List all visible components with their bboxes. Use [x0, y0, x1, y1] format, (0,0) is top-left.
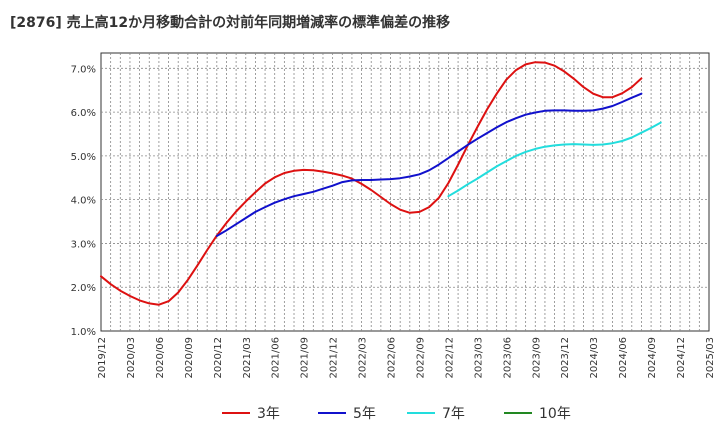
- y-tick-label: 7.0%: [71, 64, 96, 75]
- y-tick-label: 6.0%: [71, 108, 96, 119]
- x-tick-label: 2022/12: [444, 337, 455, 379]
- series-line: [100, 61, 643, 306]
- x-tick-label: 2020/03: [126, 337, 137, 379]
- x-axis-ticks: 2019/12 2020/03 2020/06 2020/09 2020/12 2021/…: [97, 337, 716, 379]
- x-tick-label: 2021/03: [242, 337, 253, 379]
- x-tick-label: 2025/03: [705, 337, 716, 379]
- legend-label: 10年: [539, 406, 571, 422]
- x-tick-label: 2019/12: [97, 337, 108, 379]
- legend-label: 7年: [442, 406, 465, 422]
- x-tick-label: 2023/06: [502, 337, 513, 379]
- plot-area: [100, 52, 710, 332]
- legend-label: 3年: [257, 406, 280, 422]
- x-tick-label: 2022/09: [415, 337, 426, 379]
- y-tick-label: 1.0%: [71, 327, 96, 338]
- x-tick-label: 2024/09: [647, 337, 658, 379]
- series-lines: [100, 61, 662, 306]
- series-line: [215, 92, 643, 237]
- grid-lines: [101, 53, 709, 331]
- y-tick-label: 2.0%: [71, 283, 96, 294]
- series-line: [447, 121, 662, 198]
- x-tick-label: 2020/06: [155, 337, 166, 379]
- y-tick-label: 3.0%: [71, 239, 96, 250]
- x-tick-label: 2023/03: [473, 337, 484, 379]
- x-tick-label: 2022/06: [387, 337, 398, 379]
- x-tick-label: 2023/12: [560, 337, 571, 379]
- x-tick-label: 2020/12: [213, 337, 224, 379]
- x-tick-label: 2023/09: [531, 337, 542, 379]
- x-tick-label: 2020/09: [184, 337, 195, 379]
- x-tick-label: 2024/03: [589, 337, 600, 379]
- y-tick-label: 4.0%: [71, 196, 96, 207]
- legend-label: 5年: [353, 406, 376, 422]
- x-tick-label: 2024/12: [676, 337, 687, 379]
- chart-title: [2876] 売上高12か月移動合計の対前年同期増減率の標準偏差の推移: [10, 15, 451, 31]
- x-tick-label: 2021/06: [271, 337, 282, 379]
- legend: 3年 5年 7年 10年: [222, 406, 571, 422]
- y-axis-ticks: 1.0% 2.0% 3.0% 4.0% 5.0% 6.0% 7.0%: [71, 64, 96, 338]
- x-tick-label: 2024/06: [618, 337, 629, 379]
- x-tick-label: 2022/03: [358, 337, 369, 379]
- x-tick-label: 2021/09: [300, 337, 311, 379]
- x-tick-label: 2021/12: [329, 337, 340, 379]
- y-tick-label: 5.0%: [71, 152, 96, 163]
